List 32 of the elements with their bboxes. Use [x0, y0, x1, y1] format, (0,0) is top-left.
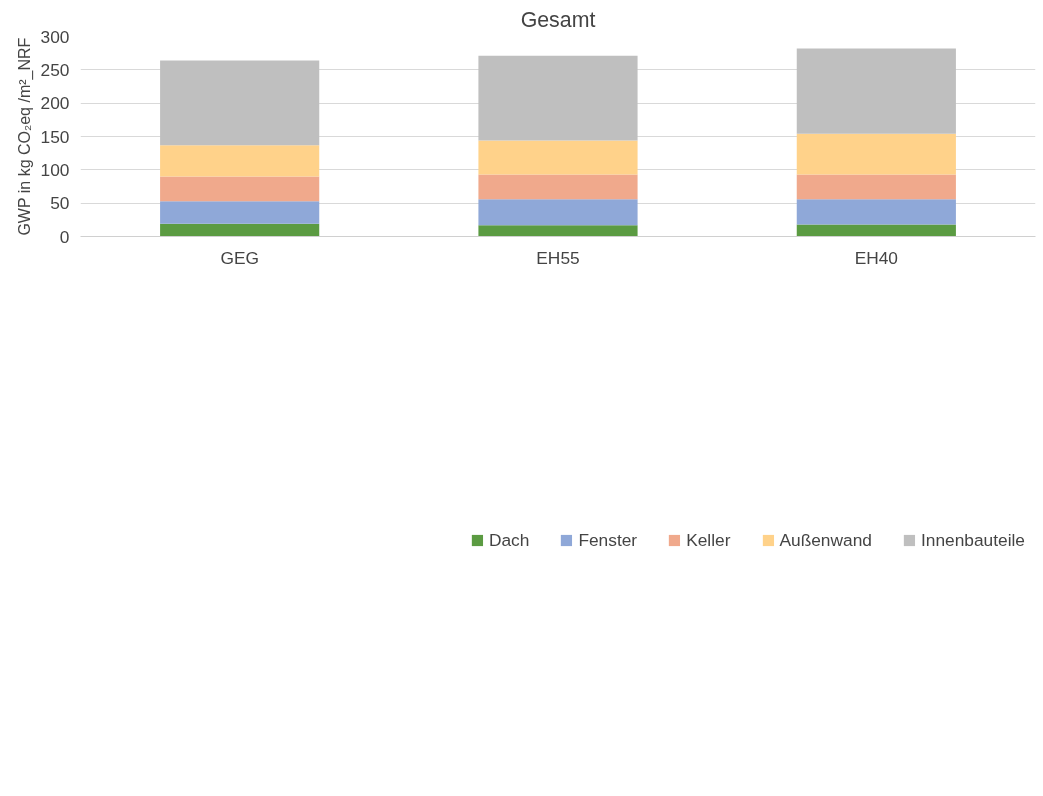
x-tick-label: GEG: [220, 247, 259, 268]
y-tick-label: 50: [50, 193, 70, 214]
bar: [478, 199, 638, 226]
chart-title: Gesamt: [520, 7, 596, 32]
y-tick-label: 200: [40, 93, 70, 114]
bar: [796, 224, 956, 237]
x-tick-label: EH40: [854, 247, 899, 268]
bar: [160, 201, 320, 224]
bar: [796, 48, 956, 134]
y-tick-label: 250: [40, 59, 70, 80]
legend-label: Keller: [686, 529, 731, 551]
legend-label: Dach: [488, 529, 530, 551]
bar: [160, 176, 320, 202]
legend-label: Innenbauteile: [920, 529, 1025, 551]
bar: [160, 145, 320, 177]
bar: [478, 55, 638, 141]
y-tick-label: 150: [40, 126, 70, 147]
bar: [478, 174, 638, 200]
bar: [796, 174, 956, 200]
y-tick-label: 300: [40, 26, 70, 47]
x-tick-label: EH55: [536, 247, 580, 268]
bar: [796, 199, 956, 225]
legend-label: Fenster: [578, 529, 638, 551]
y-axis-title: GWP in kg CO₂eq /m²_NRF: [15, 37, 34, 236]
y-tick-label: 100: [40, 159, 70, 180]
bar: [160, 223, 320, 237]
legend-label: Außenwand: [779, 529, 872, 551]
bar: [478, 140, 638, 175]
bar: [478, 225, 638, 237]
bar: [160, 60, 320, 146]
y-tick-label: 0: [59, 226, 70, 247]
bar: [796, 133, 956, 175]
